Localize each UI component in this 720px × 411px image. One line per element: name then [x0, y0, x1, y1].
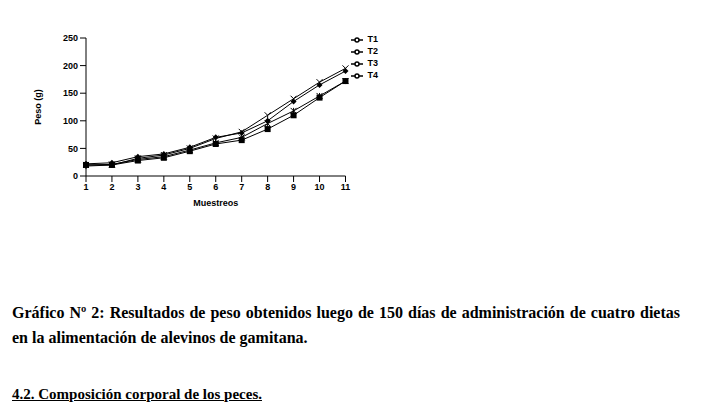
- svg-text:7: 7: [239, 182, 244, 192]
- html-text:T4: T4: [367, 70, 378, 81]
- svg-text:150: 150: [63, 88, 78, 98]
- svg-text:1: 1: [83, 182, 88, 192]
- svg-text:9: 9: [291, 182, 296, 192]
- svg-text:50: 50: [68, 144, 78, 154]
- svg-text:11: 11: [341, 182, 351, 192]
- svg-text:200: 200: [63, 61, 78, 71]
- svg-text:250: 250: [63, 33, 78, 43]
- svg-text:Muestreos: Muestreos: [193, 198, 238, 208]
- svg-text:6: 6: [213, 182, 218, 192]
- html-text:T1: T1: [367, 34, 378, 45]
- svg-text:Peso (g): Peso (g): [33, 89, 43, 125]
- svg-text:0: 0: [73, 171, 78, 181]
- svg-text:2: 2: [109, 182, 114, 192]
- svg-text:10: 10: [315, 182, 325, 192]
- svg-text:4: 4: [161, 182, 166, 192]
- svg-text:100: 100: [63, 116, 78, 126]
- html-text:T2: T2: [367, 46, 378, 57]
- html-text:Gráfico Nº 2: Resultados de pe: Gráfico Nº 2: Resultados de peso obtenid…: [12, 304, 680, 346]
- html-text:4.2. Composición corporal de l: 4.2. Composición corporal de los peces.: [12, 386, 262, 402]
- html-text:T3: T3: [367, 58, 378, 69]
- svg-text:5: 5: [187, 182, 192, 192]
- svg-text:8: 8: [265, 182, 270, 192]
- svg-text:3: 3: [135, 182, 140, 192]
